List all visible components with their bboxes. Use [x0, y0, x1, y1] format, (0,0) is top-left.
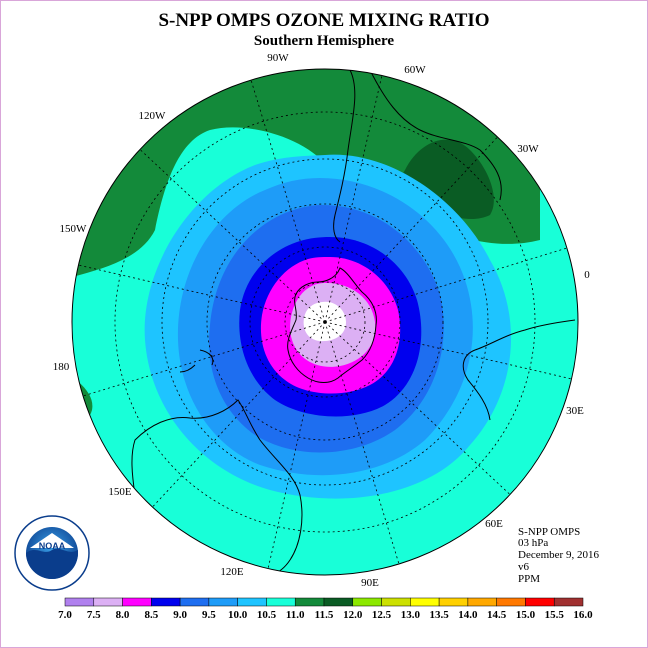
colorbar: 7.0 7.5 8.0 8.5 9.0 9.5 10.0 10.5 11.0 11.5 12.0 12…	[58, 597, 593, 621]
colorbar-tick-label: 12.0	[343, 609, 363, 621]
longitude-label: 120E	[220, 566, 244, 578]
info-date: December 9, 2016	[518, 549, 599, 561]
africa-coastline	[462, 319, 576, 421]
meridian-line	[82, 321, 326, 397]
colorbar-tick-label: 10.0	[228, 609, 248, 621]
latitude-circle	[249, 246, 401, 398]
ozone-contour-map	[72, 69, 578, 575]
colorbar-tick-label: 11.0	[286, 609, 305, 621]
colorbar-swatch	[496, 597, 526, 607]
colorbar-tick-label: 11.5	[315, 609, 334, 621]
longitude-label: 90E	[361, 577, 379, 589]
info-level: 03 hPa	[518, 537, 548, 549]
south-america-coastline	[333, 69, 502, 243]
meridian-line	[324, 321, 572, 380]
colorbar-swatch	[525, 597, 555, 607]
colorbar-tick-label: 8.5	[144, 609, 158, 621]
longitude-label: 60W	[404, 64, 426, 76]
meridian-line	[267, 321, 326, 569]
latitude-circle	[161, 158, 489, 486]
meridian-line	[250, 79, 326, 323]
colorbar-swatch	[237, 597, 267, 607]
info-instrument: S-NPP OMPS	[518, 526, 580, 538]
colorbar-tick-label: 15.0	[516, 609, 536, 621]
meridian-line	[324, 321, 511, 495]
colorbar-swatch	[179, 597, 210, 607]
colorbar-swatch	[438, 597, 469, 607]
meridian-line	[324, 136, 498, 323]
colorbar-tick-label: 12.5	[372, 609, 392, 621]
colorbar-swatch	[294, 597, 325, 607]
colorbar-swatch	[553, 597, 584, 607]
colorbar-tick-label: 7.0	[58, 609, 72, 621]
meridian-line	[324, 321, 400, 565]
meridian-line	[324, 75, 383, 323]
meridian-line	[152, 321, 326, 508]
meridian-line	[139, 149, 326, 323]
meridian-line	[324, 247, 568, 323]
colorbar-tick-label: 9.0	[173, 609, 187, 621]
colorbar-swatch	[467, 597, 497, 607]
colorbar-swatch	[122, 597, 152, 607]
colorbar-tick-label: 14.5	[487, 609, 507, 621]
colorbar-swatch	[266, 597, 296, 607]
latitude-circle	[284, 281, 366, 363]
colorbar-tick-label: 16.0	[573, 609, 593, 621]
colorbar-swatch	[64, 597, 95, 607]
colorbar-swatch	[352, 597, 382, 607]
longitude-label: 90W	[267, 52, 289, 64]
colorbar-swatch	[208, 597, 238, 607]
longitude-label: 150E	[108, 486, 132, 498]
info-units: PPM	[518, 573, 540, 585]
colorbar-tick-label: 10.5	[257, 609, 277, 621]
map-subtitle: Southern Hemisphere	[254, 33, 394, 49]
longitude-label: 150W	[60, 223, 88, 235]
latitude-circle	[206, 203, 444, 441]
graticule	[78, 75, 572, 569]
colorbar-swatch	[151, 597, 181, 607]
longitude-label: 60E	[485, 518, 503, 530]
noaa-logo: NOAA	[14, 515, 90, 591]
colorbar-swatch	[323, 597, 354, 607]
colorbar-tick-label: 9.5	[202, 609, 216, 621]
noaa-logo-text: NOAA	[39, 541, 66, 551]
colorbar-swatch	[381, 597, 411, 607]
longitude-label: 180	[53, 361, 70, 373]
latitude-circle	[114, 111, 536, 533]
longitude-label: 120W	[139, 110, 167, 122]
info-version: v6	[518, 561, 530, 573]
info-block: S-NPP OMPS 03 hPa December 9, 2016 v6 PP…	[518, 526, 599, 585]
longitude-label: 0	[584, 269, 590, 281]
longitude-label: 30W	[517, 143, 539, 155]
map-border	[71, 68, 579, 576]
colorbar-tick-label: 8.0	[116, 609, 130, 621]
new-zealand-coastline	[179, 349, 214, 373]
colorbar-swatch	[410, 597, 440, 607]
longitude-label: 30E	[566, 405, 584, 417]
meridian-line	[78, 264, 326, 323]
colorbar-tick-label: 14.0	[458, 609, 478, 621]
longitude-labels: 90W 60W 30W 0 30E 60E 90E 120E 150E 180 150W 120W	[53, 52, 591, 589]
colorbar-swatch	[93, 597, 123, 607]
colorbar-tick-label: 7.5	[87, 609, 101, 621]
antarctica-coastline	[287, 267, 377, 383]
colorbar-tick-label: 13.5	[429, 609, 449, 621]
colorbar-tick-label: 13.0	[401, 609, 421, 621]
colorbar-tick-label: 15.5	[545, 609, 565, 621]
map-title: S-NPP OMPS OZONE MIXING RATIO	[158, 10, 489, 31]
